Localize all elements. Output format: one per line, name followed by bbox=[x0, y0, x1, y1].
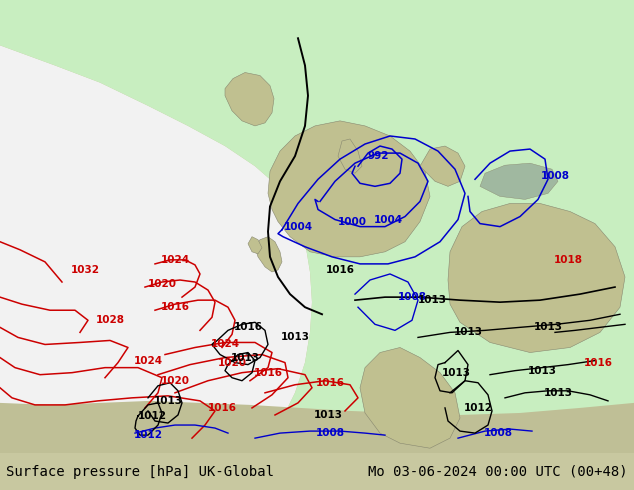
Text: 1024: 1024 bbox=[133, 356, 162, 366]
Text: 1013: 1013 bbox=[280, 332, 309, 343]
Polygon shape bbox=[0, 0, 312, 453]
Polygon shape bbox=[0, 0, 634, 453]
Text: 1013: 1013 bbox=[313, 410, 342, 420]
Text: 1028: 1028 bbox=[96, 315, 124, 325]
Text: 1020: 1020 bbox=[148, 279, 176, 289]
Text: Surface pressure [hPa] UK-Global: Surface pressure [hPa] UK-Global bbox=[6, 465, 275, 479]
Text: 1004: 1004 bbox=[283, 221, 313, 232]
Text: 1016: 1016 bbox=[233, 322, 262, 332]
Text: 1013: 1013 bbox=[543, 388, 573, 398]
Text: 1013: 1013 bbox=[533, 322, 562, 332]
Text: 1024: 1024 bbox=[160, 255, 190, 265]
Polygon shape bbox=[0, 401, 634, 453]
Text: 1016: 1016 bbox=[325, 265, 354, 275]
Polygon shape bbox=[268, 121, 430, 257]
Text: 1008: 1008 bbox=[541, 172, 569, 181]
Text: 1016: 1016 bbox=[207, 403, 236, 413]
Text: 1013: 1013 bbox=[453, 327, 482, 338]
Polygon shape bbox=[248, 237, 262, 254]
Text: 992: 992 bbox=[367, 151, 389, 161]
Polygon shape bbox=[420, 146, 465, 186]
Text: 1013: 1013 bbox=[153, 396, 183, 406]
Text: 1016: 1016 bbox=[316, 378, 344, 388]
Text: 1008: 1008 bbox=[398, 292, 427, 302]
Text: 1008: 1008 bbox=[316, 428, 344, 438]
Text: 1016: 1016 bbox=[160, 302, 190, 312]
Text: Mo 03-06-2024 00:00 UTC (00+48): Mo 03-06-2024 00:00 UTC (00+48) bbox=[368, 465, 628, 479]
Polygon shape bbox=[448, 203, 625, 352]
Text: 1012: 1012 bbox=[134, 430, 162, 440]
Text: 1024: 1024 bbox=[210, 340, 240, 349]
Text: 1008: 1008 bbox=[484, 428, 512, 438]
Text: 1016: 1016 bbox=[254, 368, 283, 378]
Text: 1013: 1013 bbox=[418, 295, 446, 305]
Text: 1032: 1032 bbox=[70, 265, 100, 275]
Polygon shape bbox=[480, 163, 558, 199]
Text: 1013: 1013 bbox=[527, 366, 557, 376]
Polygon shape bbox=[255, 237, 282, 272]
Text: 1020: 1020 bbox=[217, 358, 247, 368]
Text: 1004: 1004 bbox=[373, 215, 403, 224]
Text: 1012: 1012 bbox=[463, 403, 493, 413]
Polygon shape bbox=[225, 73, 274, 126]
Text: 1000: 1000 bbox=[337, 217, 366, 226]
Text: 1013: 1013 bbox=[441, 368, 470, 378]
Polygon shape bbox=[338, 139, 362, 173]
Text: 1012: 1012 bbox=[138, 411, 167, 421]
Polygon shape bbox=[360, 347, 460, 448]
Text: 1013: 1013 bbox=[231, 353, 259, 363]
Text: 1016: 1016 bbox=[583, 358, 612, 368]
Text: 1018: 1018 bbox=[553, 255, 583, 265]
Text: 1020: 1020 bbox=[160, 376, 190, 386]
